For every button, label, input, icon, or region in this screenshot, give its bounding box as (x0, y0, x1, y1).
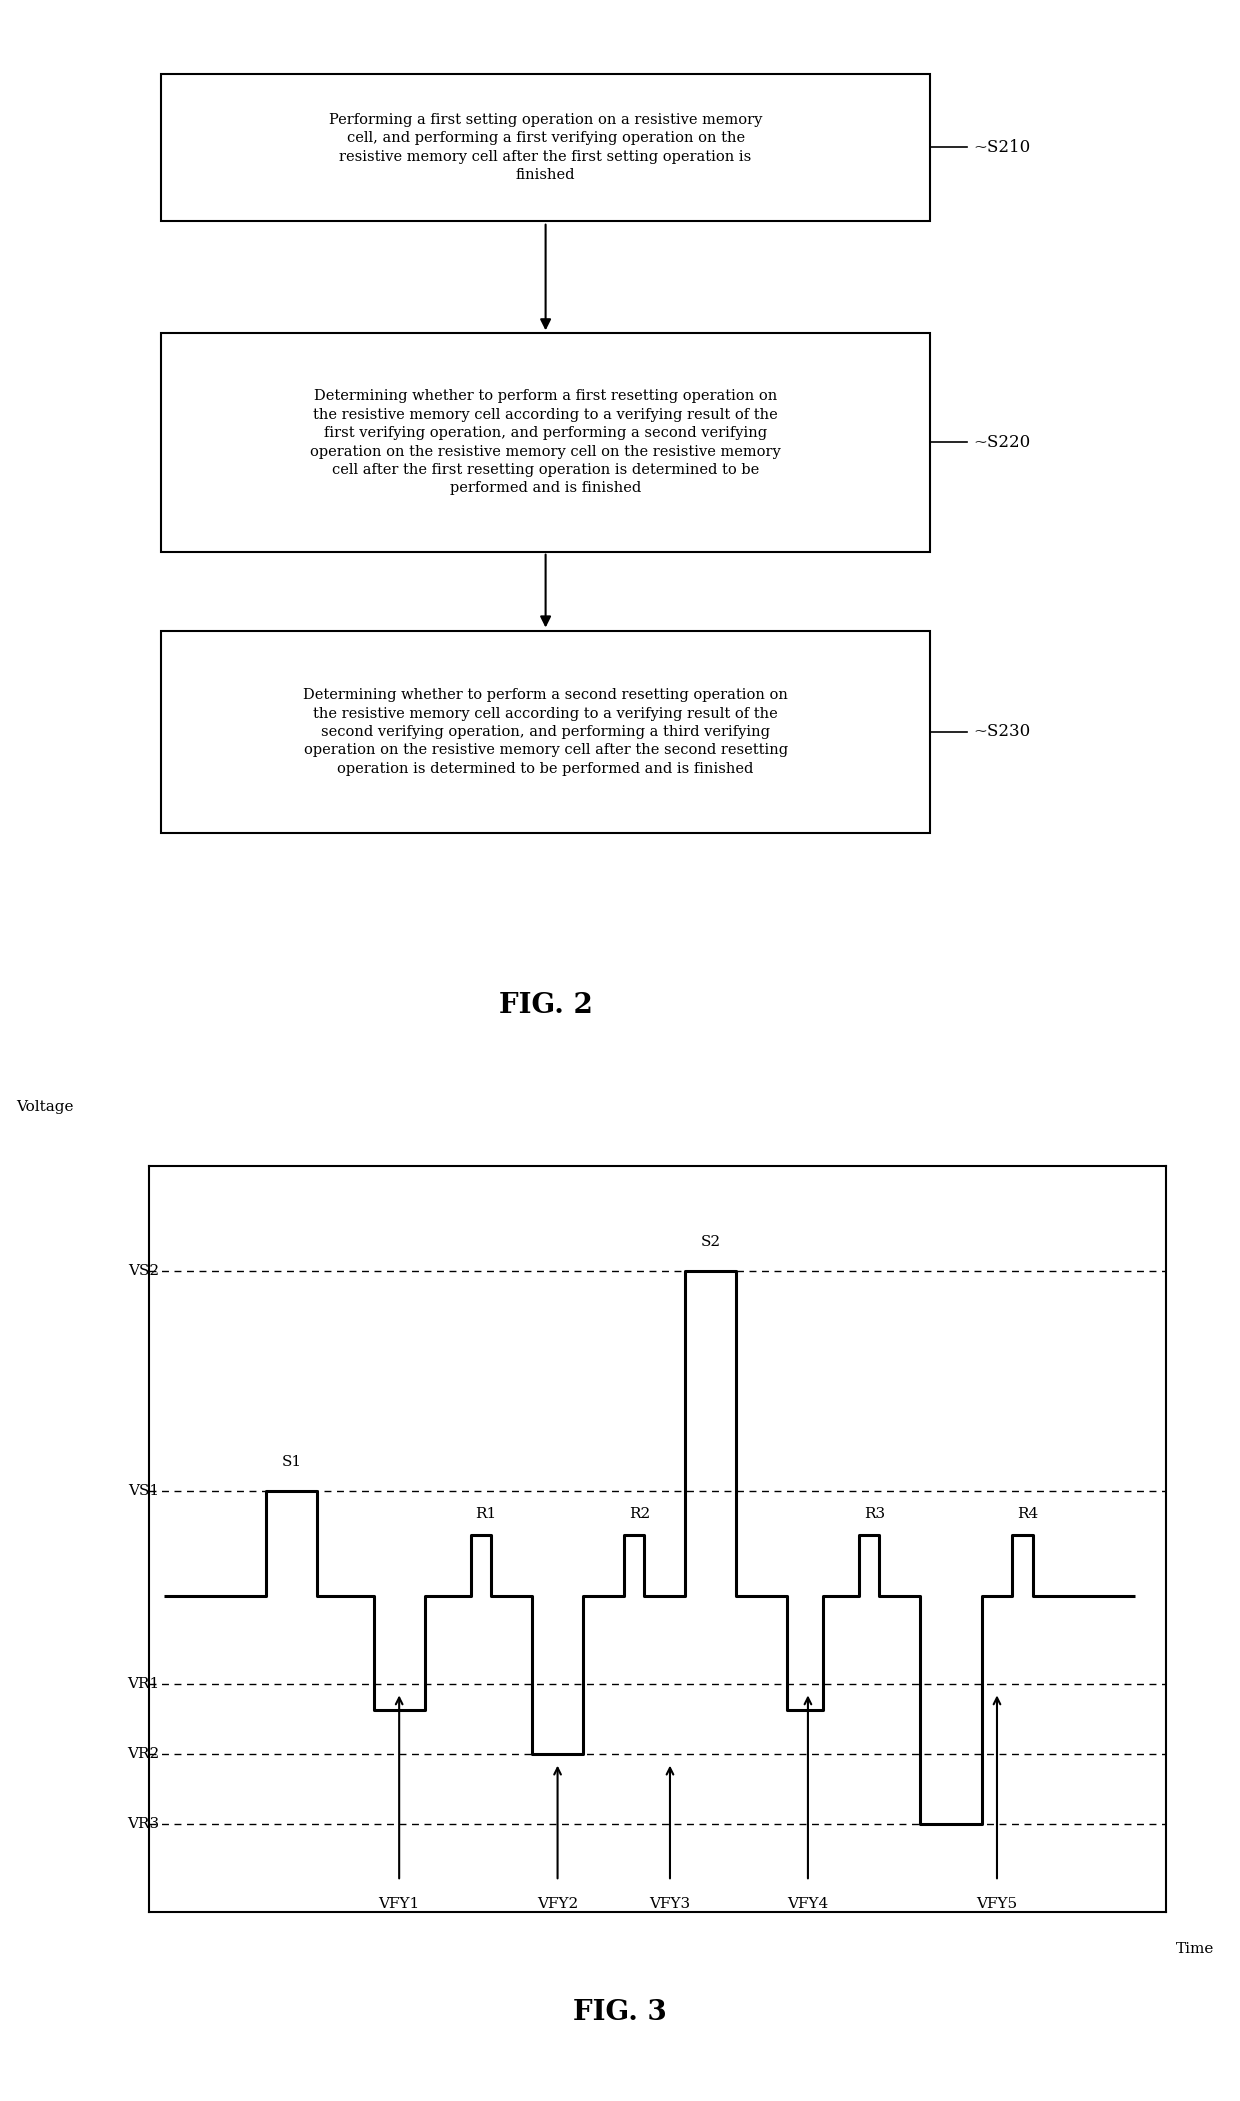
Text: VFY4: VFY4 (787, 1897, 828, 1912)
Text: VFY5: VFY5 (976, 1897, 1018, 1912)
Bar (161, 630, 930, 832)
Text: VS2: VS2 (128, 1265, 159, 1277)
Text: ~S210: ~S210 (973, 139, 1030, 155)
Text: S1: S1 (281, 1454, 301, 1469)
Text: R4: R4 (1017, 1506, 1038, 1521)
Text: VS1: VS1 (128, 1483, 159, 1498)
Text: VFY2: VFY2 (537, 1897, 578, 1912)
Text: Determining whether to perform a second resetting operation on
the resistive mem: Determining whether to perform a second … (303, 689, 789, 775)
Text: Voltage: Voltage (16, 1099, 74, 1114)
Text: R1: R1 (475, 1506, 497, 1521)
Text: FIG. 3: FIG. 3 (573, 2000, 667, 2025)
Text: FIG. 2: FIG. 2 (498, 992, 593, 1019)
Text: VR3: VR3 (126, 1817, 159, 1832)
Bar (161, 334, 930, 553)
Text: ~S230: ~S230 (973, 723, 1030, 740)
Text: VFY3: VFY3 (650, 1897, 691, 1912)
Text: VR1: VR1 (126, 1677, 159, 1691)
Text: VFY1: VFY1 (378, 1897, 420, 1912)
Bar (161, 74, 930, 221)
Text: Performing a first setting operation on a resistive memory
cell, and performing : Performing a first setting operation on … (329, 113, 763, 183)
Text: R2: R2 (629, 1506, 650, 1521)
Text: S2: S2 (701, 1235, 720, 1250)
Text: ~S220: ~S220 (973, 435, 1030, 452)
Text: VR2: VR2 (126, 1746, 159, 1761)
Text: Determining whether to perform a first resetting operation on
the resistive memo: Determining whether to perform a first r… (310, 389, 781, 496)
Text: R3: R3 (864, 1506, 885, 1521)
Text: Time: Time (1176, 1941, 1214, 1956)
